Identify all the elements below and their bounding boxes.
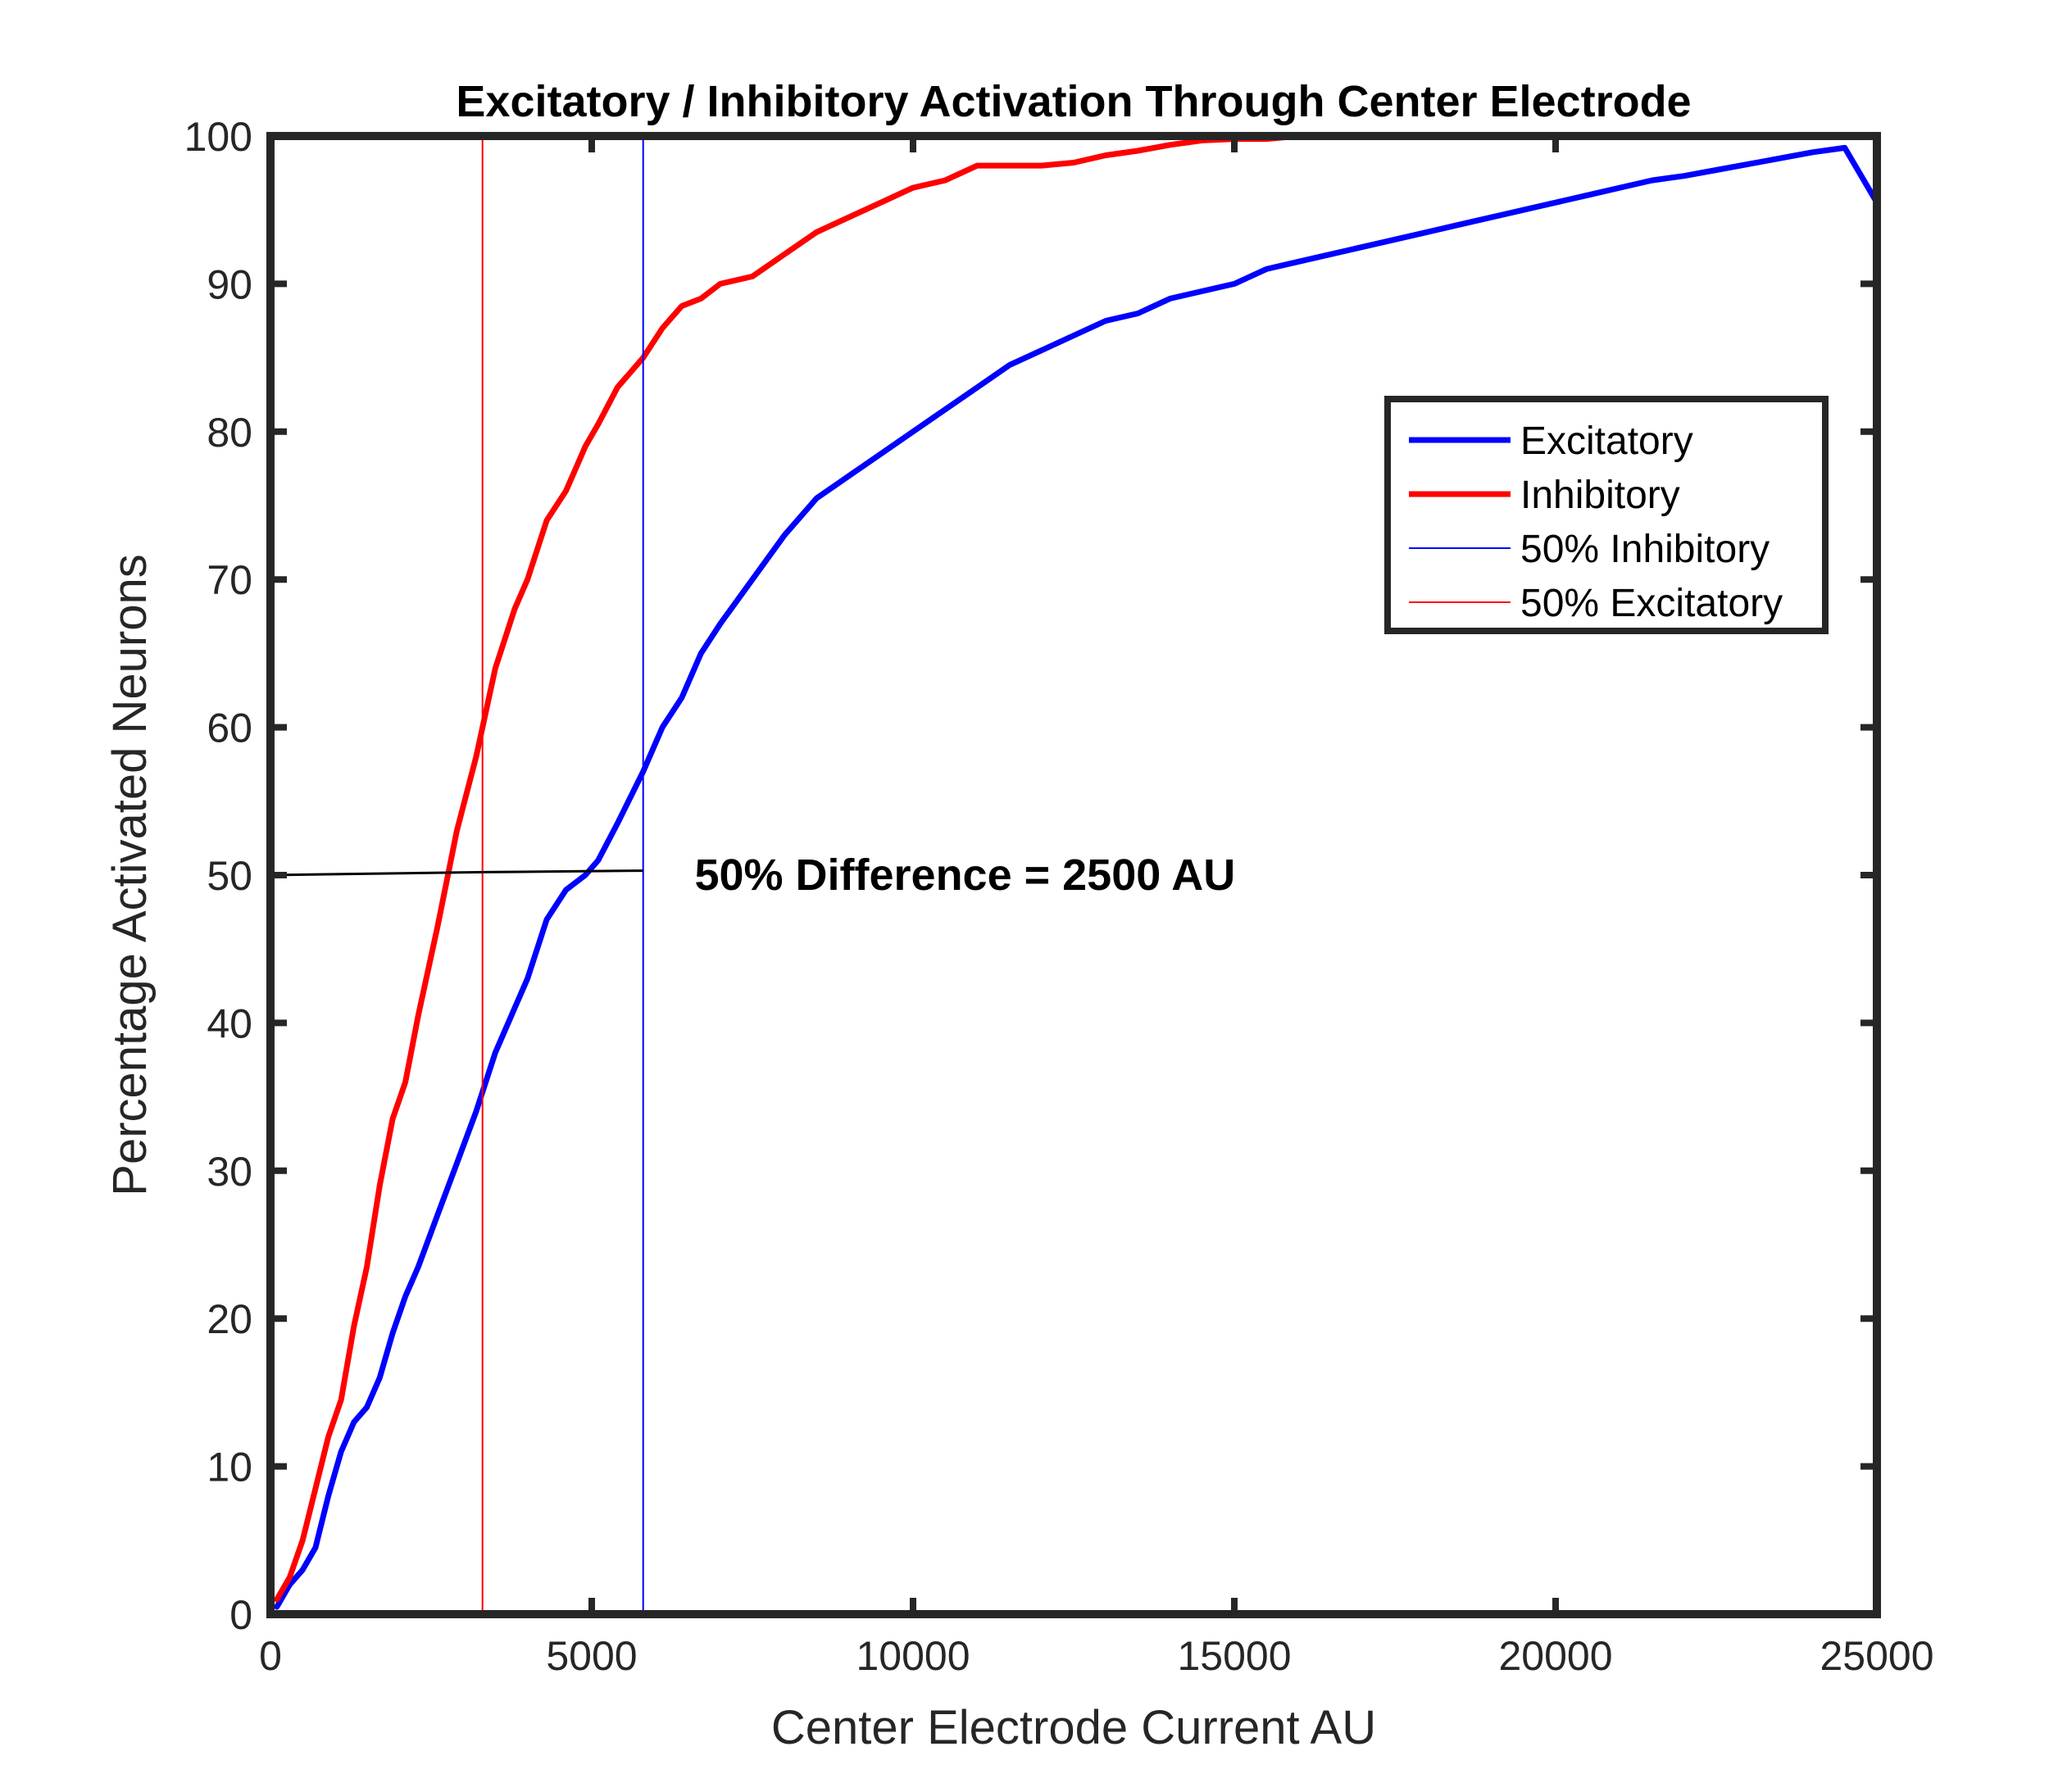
series-line-1 — [274, 144, 1880, 1610]
legend-label: 50% Excitatory — [1520, 582, 1783, 625]
x-tick-label: 25000 — [1820, 1633, 1933, 1679]
annotation-text: 50% Difference = 2500 AU — [694, 851, 1235, 900]
legend-label: 50% Inhibitory — [1520, 528, 1770, 571]
y-tick-label: 80 — [207, 410, 252, 456]
annotation-line — [270, 869, 643, 877]
x-tick-label: 0 — [259, 1633, 282, 1679]
legend: Excitatory Inhibitory 50% Inhibitory 50% Ex… — [1384, 396, 1829, 634]
y-tick-label: 30 — [207, 1149, 252, 1195]
y-tick-label: 70 — [207, 557, 252, 603]
legend-label: Inhibitory — [1520, 474, 1680, 517]
x-tick-label: 15000 — [1177, 1633, 1291, 1679]
legend-label: Excitatory — [1520, 420, 1693, 463]
tick-labels: 0 5000 10000 15000 20000 25000 0 10 20 30 40 50 60 70… — [184, 114, 1934, 1679]
y-tick-label: 90 — [207, 261, 252, 307]
legend-items: Excitatory Inhibitory 50% Inhibitory 50% Ex… — [1409, 420, 1783, 625]
y-tick-label: 60 — [207, 705, 252, 751]
axes-frame — [266, 132, 1881, 1618]
annotation-layer — [270, 869, 643, 877]
x-axis-label: Center Electrode Current AU — [771, 1701, 1376, 1754]
plot-area — [270, 136, 1877, 1614]
y-tick-label: 100 — [184, 114, 252, 160]
y-tick-label: 50 — [207, 853, 252, 899]
x-tick-label: 20000 — [1498, 1633, 1612, 1679]
y-tick-label: 10 — [207, 1445, 252, 1490]
x-tick-label: 10000 — [856, 1633, 970, 1679]
y-tick-label: 20 — [207, 1296, 252, 1342]
y-tick-label: 40 — [207, 1000, 252, 1046]
y-axis-label: Percentage Activated Neurons — [103, 554, 157, 1195]
y-tick-label: 0 — [229, 1592, 252, 1638]
chart-title: Excitatory / Inhibitory Activation Throu… — [456, 77, 1691, 126]
x-tick-label: 5000 — [546, 1633, 637, 1679]
